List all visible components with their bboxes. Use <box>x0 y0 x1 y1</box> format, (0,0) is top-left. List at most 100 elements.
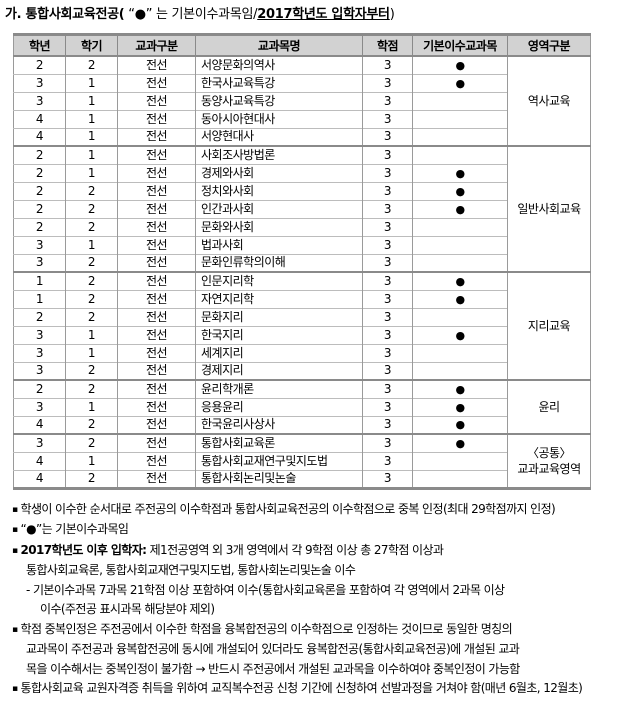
cell-category: 전선 <box>117 271 196 290</box>
cell-semester: 2 <box>65 271 118 290</box>
cell-semester: 2 <box>65 181 118 200</box>
text-segment: - 기본이수과목 7과목 21학점 이상 포함하여 이수(통합사회교육론을 포함… <box>26 582 505 597</box>
cell-year: 2 <box>13 199 66 218</box>
cell-course-name: 문화지리 <box>195 307 363 326</box>
text-segment: 학점 중복인정은 주전공에서 이수한 학점을 융복합전공의 이수학점으로 인정하… <box>20 621 513 636</box>
table-row: 4 2 전선 한국윤리사상사 3 ● <box>13 415 591 434</box>
cell-category: 전선 <box>117 361 196 380</box>
cell-course-name: 통합사회논리및논술 <box>195 469 363 488</box>
cell-year: 3 <box>13 73 66 92</box>
cell-credits: 3 <box>362 307 413 326</box>
cell-semester: 2 <box>65 307 118 326</box>
cell-category: 전선 <box>117 289 196 308</box>
cell-semester: 2 <box>65 379 118 398</box>
cell-basic-course: ● <box>412 289 508 308</box>
cell-category: 전선 <box>117 325 196 344</box>
cell-year: 3 <box>13 343 66 362</box>
cell-basic-course: ● <box>412 433 508 452</box>
header-basic-course: 기본이수교과목 <box>412 34 508 57</box>
table-row: 2 1 전선 경제와사회 3 ● <box>13 163 591 182</box>
table-row: 2 2 전선 정치와사회 3 ● <box>13 181 591 200</box>
cell-category: 전선 <box>117 91 196 110</box>
cell-course-name: 한국지리 <box>195 325 363 344</box>
cell-region-group: 역사교육 <box>507 55 591 146</box>
cell-basic-course <box>412 343 508 362</box>
table-row: 3 1 전선 법과사회 3 <box>13 235 591 254</box>
cell-basic-course <box>412 109 508 128</box>
cell-semester: 1 <box>65 325 118 344</box>
bullet-icon: ▪ <box>12 624 18 635</box>
cell-year: 4 <box>13 415 66 434</box>
footnote-line: - 기본이수과목 7과목 21학점 이상 포함하여 이수(통합사회교육론을 포함… <box>8 581 637 601</box>
cell-year: 3 <box>13 91 66 110</box>
cell-credits: 3 <box>362 451 413 470</box>
footnote-line: ▪ 학생이 이수한 순서대로 주전공의 이수학점과 통합사회교육전공의 이수학점으… <box>8 500 637 521</box>
cell-year: 2 <box>13 181 66 200</box>
table-row: 4 1 전선 통합사회교재연구및지도법 3 <box>13 451 591 470</box>
table-row: 1 2 전선 인문지리학 3 ● 지리교육 <box>13 271 591 380</box>
cell-course-name: 한국윤리사상사 <box>195 415 363 434</box>
cell-course-name: 서양문화의역사 <box>195 55 363 74</box>
cell-region-group: 윤리 <box>507 379 591 434</box>
cell-credits: 3 <box>362 127 413 146</box>
cell-credits: 3 <box>362 109 413 128</box>
cell-course-name: 세계지리 <box>195 343 363 362</box>
cell-region-group: 지리교육 <box>507 271 591 380</box>
cell-year: 2 <box>13 55 66 74</box>
cell-credits: 3 <box>362 163 413 182</box>
cell-year: 3 <box>13 397 66 416</box>
cell-credits: 3 <box>362 73 413 92</box>
cell-basic-course <box>412 217 508 236</box>
cell-category: 전선 <box>117 379 196 398</box>
cell-basic-course: ● <box>412 397 508 416</box>
cell-semester: 1 <box>65 235 118 254</box>
table-row: 2 2 전선 윤리학개론 3 ● 윤리 <box>13 379 591 434</box>
cell-semester: 2 <box>65 415 118 434</box>
text-segment: 교과목이 주전공과 융복합전공에 동시에 개설되어 있더라도 융복합전공(통합사… <box>26 642 520 656</box>
course-table-body: 2 2 전선 서양문화의역사 3 ● 역사교육 3 1 전선 한국사교육특강 3 ● 3 1 전선 동양사교육특… <box>13 55 591 488</box>
footnote-line: ▪ 학점 중복인정은 주전공에서 이수한 학점을 융복합전공의 이수학점으로 인정… <box>8 620 637 641</box>
cell-semester: 2 <box>65 289 118 308</box>
header-year: 학년 <box>13 34 66 57</box>
footnote-line: 목을 이수해서는 중복인정이 불가함 → 반드시 주전공에서 개설된 교과목을 … <box>8 660 637 680</box>
table-row: 2 2 전선 문화와사회 3 <box>13 217 591 236</box>
cell-course-name: 경제와사회 <box>195 163 363 182</box>
table-row: 2 2 전선 서양문화의역사 3 ● 역사교육 <box>13 55 591 146</box>
cell-credits: 3 <box>362 199 413 218</box>
table-row: 3 1 전선 한국사교육특강 3 ● <box>13 73 591 92</box>
cell-course-name: 사회조사방법론 <box>195 145 363 164</box>
cell-year: 1 <box>13 271 66 290</box>
cell-basic-course: ● <box>412 163 508 182</box>
cell-basic-course <box>412 361 508 380</box>
cell-category: 전선 <box>117 127 196 146</box>
cell-semester: 1 <box>65 343 118 362</box>
cell-credits: 3 <box>362 253 413 272</box>
cell-basic-course: ● <box>412 415 508 434</box>
table-header-row: 학년 학기 교과구분 교과목명 학점 기본이수교과목 영역구분 <box>13 34 591 57</box>
cell-credits: 3 <box>362 433 413 452</box>
cell-semester: 1 <box>65 397 118 416</box>
footnote-line: 교과목이 주전공과 융복합전공에 동시에 개설되어 있더라도 융복합전공(통합사… <box>8 640 637 660</box>
cell-basic-course: ● <box>412 325 508 344</box>
cell-basic-course <box>412 307 508 326</box>
footnotes: ▪ 학생이 이수한 순서대로 주전공의 이수학점과 통합사회교육전공의 이수학점으… <box>8 500 637 700</box>
bullet-icon: ▪ <box>12 545 18 556</box>
cell-credits: 3 <box>362 397 413 416</box>
footnote-line: 이수(주전공 표시과목 해당분야 제외) <box>8 600 637 620</box>
cell-credits: 3 <box>362 379 413 398</box>
cell-year: 2 <box>13 163 66 182</box>
cell-category: 전선 <box>117 469 196 488</box>
cell-course-name: 동양사교육특강 <box>195 91 363 110</box>
cell-credits: 3 <box>362 325 413 344</box>
table-row: 3 1 전선 응용윤리 3 ● <box>13 397 591 416</box>
text-segment: ) <box>389 7 395 22</box>
cell-course-name: 통합사회교재연구및지도법 <box>195 451 363 470</box>
cell-category: 전선 <box>117 217 196 236</box>
cell-semester: 2 <box>65 469 118 488</box>
text-segment: 통합사회교육 교원자격증 취득을 위하여 교직복수전공 신청 기간에 신청하여 … <box>20 681 583 695</box>
cell-credits: 3 <box>362 343 413 362</box>
cell-year: 1 <box>13 289 66 308</box>
cell-credits: 3 <box>362 181 413 200</box>
cell-basic-course: ● <box>412 379 508 398</box>
cell-credits: 3 <box>362 289 413 308</box>
